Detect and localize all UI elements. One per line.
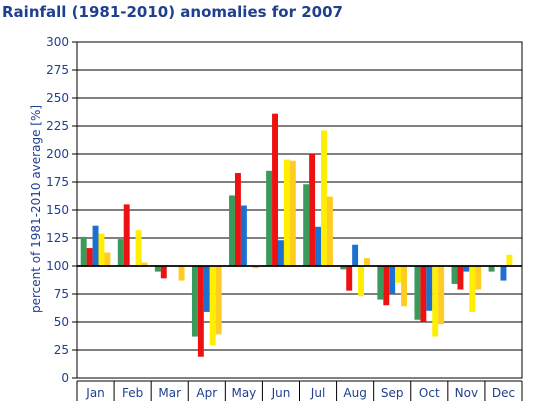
bar [272, 113, 278, 267]
y-tick-label: 225 [46, 119, 69, 133]
bar [438, 266, 445, 325]
bar [401, 266, 408, 307]
y-tick-label: 25 [54, 343, 69, 357]
bar [488, 266, 495, 272]
x-tick-label: Sep [381, 386, 404, 400]
x-tick-label: Apr [196, 386, 217, 400]
y-tick-label: 75 [54, 287, 69, 301]
bar [191, 266, 198, 337]
bar [426, 266, 433, 311]
y-tick-label: 0 [61, 371, 69, 385]
bar [309, 154, 316, 266]
bar [98, 233, 105, 266]
bar [451, 266, 458, 284]
bar [123, 204, 130, 266]
x-tick-label: Jun [271, 386, 291, 400]
y-tick-label: 275 [46, 63, 69, 77]
bar [229, 195, 235, 266]
x-tick-label: Mar [158, 386, 181, 400]
y-tick-label: 50 [54, 315, 69, 329]
bar [469, 266, 476, 312]
y-tick-label: 200 [46, 147, 69, 161]
bar [463, 266, 470, 272]
bar [358, 266, 365, 297]
y-tick-labels: 0 25 50 75 100 125 150 175 200 225 250 275 300 [46, 35, 69, 385]
bar [383, 266, 390, 306]
bar [346, 266, 353, 291]
y-tick-label: 250 [46, 91, 69, 105]
x-tick-labels: Jan Feb Mar Apr May Jun Jul Aug Sep Oct Nov Dec [85, 386, 515, 400]
x-tick-label: Jan [85, 386, 105, 400]
y-tick-label: 125 [46, 231, 69, 245]
bar [352, 244, 359, 266]
bar [92, 225, 99, 266]
y-tick-label: 300 [46, 35, 69, 49]
bar [80, 236, 87, 266]
bar [135, 230, 142, 266]
bar [377, 266, 384, 300]
plot-frame [76, 41, 523, 379]
bar [475, 266, 482, 290]
bar [203, 266, 210, 312]
bar [178, 266, 185, 281]
chart-title: Rainfall (1981-2010) anomalies for 2007 [2, 3, 343, 21]
bar [432, 266, 439, 337]
bar [506, 254, 513, 266]
bar [389, 266, 396, 294]
bar [215, 266, 222, 335]
x-tick-label: Jul [310, 386, 325, 400]
bar [414, 266, 421, 320]
bar [364, 258, 370, 266]
bar [209, 266, 216, 346]
x-tick-label: Dec [492, 386, 515, 400]
bar [252, 266, 259, 269]
axes [72, 41, 523, 401]
bar [500, 266, 507, 281]
x-tick-label: May [231, 386, 256, 400]
bars [80, 113, 519, 357]
y-tick-label: 100 [46, 259, 69, 273]
bar [289, 160, 296, 266]
y-axis-label: percent of 1981-2010 average [%] [29, 105, 43, 313]
bar [321, 130, 327, 266]
gridlines [77, 41, 522, 351]
x-tick-label: Aug [343, 386, 366, 400]
bar [154, 266, 161, 272]
x-tick-label: Feb [122, 386, 143, 400]
bar [315, 226, 322, 266]
bar [141, 262, 148, 266]
bar [197, 266, 204, 357]
bar [160, 266, 167, 279]
bar [117, 239, 124, 266]
bar [395, 266, 402, 283]
y-tick-label: 150 [46, 203, 69, 217]
bar [234, 173, 241, 266]
bar [266, 170, 273, 266]
x-tick-label: Nov [455, 386, 478, 400]
bar [277, 240, 284, 266]
bar [340, 266, 347, 270]
bar [86, 248, 93, 266]
bar [240, 205, 247, 266]
bar [104, 252, 111, 266]
x-tick-label: Oct [419, 386, 440, 400]
bar [420, 266, 427, 322]
y-tick-label: 175 [46, 175, 69, 189]
bar [303, 184, 310, 266]
bar [457, 266, 464, 290]
bar [326, 196, 333, 266]
bar [283, 159, 290, 266]
